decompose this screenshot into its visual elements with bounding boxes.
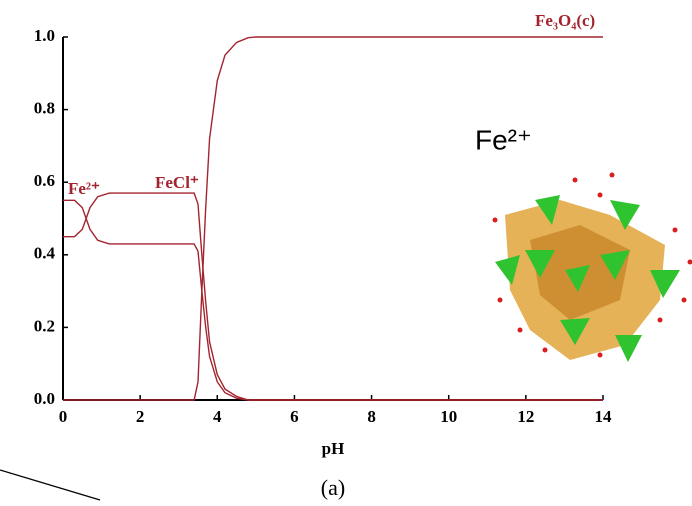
y-tick-label: 0.6 <box>34 171 55 190</box>
x-tick-label: 10 <box>440 407 457 426</box>
annotation: Fe²⁺ <box>475 124 532 155</box>
series-line <box>63 192 603 401</box>
series-label: Fe²⁺ <box>68 179 100 198</box>
decor-line <box>0 469 101 501</box>
x-tick-label: 0 <box>59 407 68 426</box>
y-tick-label: 0.0 <box>34 389 55 408</box>
series-label: Fe₃O₄(c) <box>535 11 595 30</box>
y-tick-label: 0.4 <box>34 244 56 263</box>
x-axis-label: pH <box>322 439 345 458</box>
x-tick-label: 14 <box>595 407 613 426</box>
caption: (a) <box>321 475 345 500</box>
y-tick-label: 1.0 <box>34 26 55 45</box>
y-tick-label: 0.8 <box>34 99 55 118</box>
series-line <box>63 36 603 401</box>
series-label: FeCl⁺ <box>155 173 199 192</box>
x-tick-label: 2 <box>136 407 145 426</box>
x-tick-label: 6 <box>290 407 299 426</box>
x-tick-label: 8 <box>367 407 376 426</box>
y-tick-label: 0.2 <box>34 316 55 335</box>
x-tick-label: 12 <box>517 407 534 426</box>
x-tick-label: 4 <box>213 407 222 426</box>
structure-inset <box>492 172 692 362</box>
